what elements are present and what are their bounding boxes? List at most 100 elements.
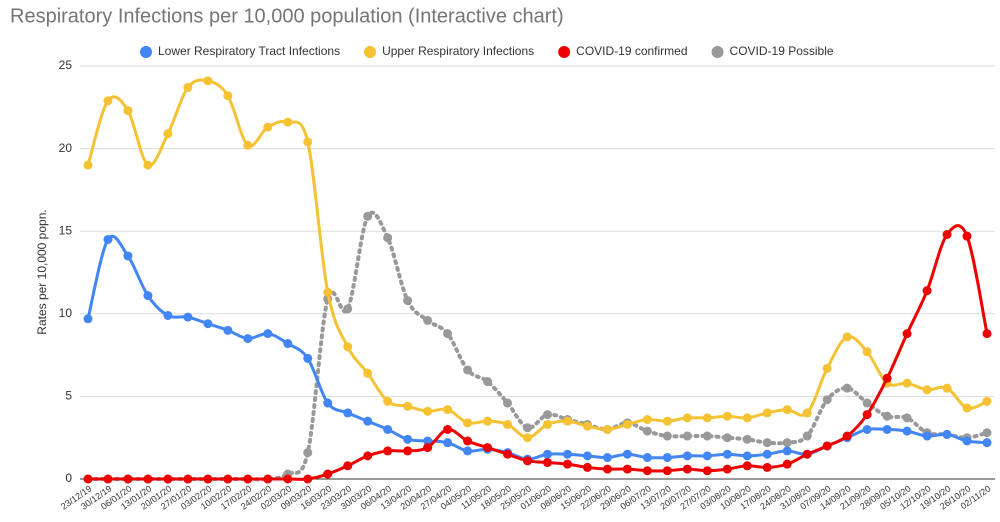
data-point	[922, 385, 932, 395]
data-point	[523, 433, 533, 443]
data-point	[862, 424, 872, 434]
y-tick-label: 5	[65, 389, 72, 403]
y-tick-label: 20	[59, 141, 73, 155]
data-point	[762, 438, 772, 448]
data-point	[662, 453, 672, 463]
data-point	[363, 416, 373, 426]
data-point	[363, 368, 373, 378]
data-point	[802, 449, 812, 459]
data-point	[882, 411, 892, 421]
data-point	[922, 431, 932, 441]
data-point	[782, 438, 792, 448]
data-point	[343, 342, 353, 352]
data-point	[103, 234, 113, 244]
data-point	[882, 424, 892, 434]
data-point	[662, 416, 672, 426]
legend-marker	[364, 46, 377, 58]
data-point	[982, 428, 992, 438]
data-point	[323, 469, 333, 479]
data-point	[962, 403, 972, 413]
data-point	[263, 474, 273, 484]
data-point	[902, 426, 912, 436]
data-point	[702, 466, 712, 476]
data-point	[443, 438, 453, 448]
data-point	[902, 329, 912, 339]
data-point	[283, 339, 293, 349]
data-point	[722, 464, 732, 474]
data-point	[582, 462, 592, 472]
data-point	[782, 459, 792, 469]
data-point	[463, 446, 473, 456]
data-point	[822, 395, 832, 405]
data-point	[383, 424, 393, 434]
data-point	[662, 466, 672, 476]
data-point	[263, 122, 273, 132]
data-point	[642, 453, 652, 463]
data-point	[243, 474, 253, 484]
data-point	[562, 459, 572, 469]
data-point	[303, 448, 313, 458]
data-point	[223, 91, 233, 101]
data-point	[323, 398, 333, 408]
data-point	[123, 251, 133, 261]
data-point	[183, 312, 193, 322]
data-point	[403, 434, 413, 444]
data-point	[163, 129, 173, 139]
data-point	[742, 413, 752, 423]
data-point	[962, 436, 972, 446]
data-point	[483, 416, 493, 426]
data-point	[403, 446, 413, 456]
data-point	[223, 474, 233, 484]
data-point	[562, 449, 572, 459]
data-point	[642, 466, 652, 476]
data-point	[303, 137, 313, 147]
data-point	[103, 474, 113, 484]
data-point	[682, 413, 692, 423]
data-point	[503, 449, 513, 459]
data-point	[243, 334, 253, 344]
series-line	[86, 234, 989, 461]
data-point	[383, 396, 393, 406]
data-point	[123, 106, 133, 116]
data-point	[762, 462, 772, 472]
data-point	[542, 449, 552, 459]
data-point	[503, 398, 513, 408]
data-point	[762, 408, 772, 418]
data-point	[862, 398, 872, 408]
data-point	[982, 396, 992, 406]
y-tick-label: 25	[59, 58, 73, 72]
data-point	[802, 408, 812, 418]
data-point	[283, 117, 293, 127]
data-point	[722, 433, 732, 443]
data-point	[483, 443, 493, 453]
data-point	[582, 451, 592, 461]
data-point	[542, 457, 552, 467]
data-point	[123, 474, 133, 484]
series-line	[86, 224, 989, 481]
data-point	[483, 377, 493, 387]
data-point	[83, 474, 93, 484]
data-point	[682, 431, 692, 441]
data-point	[443, 424, 453, 434]
data-point	[762, 449, 772, 459]
data-point	[722, 449, 732, 459]
data-point	[463, 365, 473, 375]
data-point	[203, 474, 213, 484]
data-point	[423, 443, 433, 453]
data-point	[323, 287, 333, 297]
data-point	[862, 410, 872, 420]
data-point	[902, 413, 912, 423]
data-point	[582, 421, 592, 431]
data-point	[622, 464, 632, 474]
data-point	[243, 140, 253, 150]
data-point	[363, 211, 373, 221]
y-tick-label: 10	[59, 306, 73, 320]
data-point	[742, 434, 752, 444]
data-point	[403, 296, 413, 306]
data-point	[622, 419, 632, 429]
data-point	[303, 353, 313, 363]
data-point	[602, 453, 612, 463]
data-point	[143, 160, 153, 170]
series-line	[86, 78, 989, 440]
data-point	[862, 347, 872, 357]
